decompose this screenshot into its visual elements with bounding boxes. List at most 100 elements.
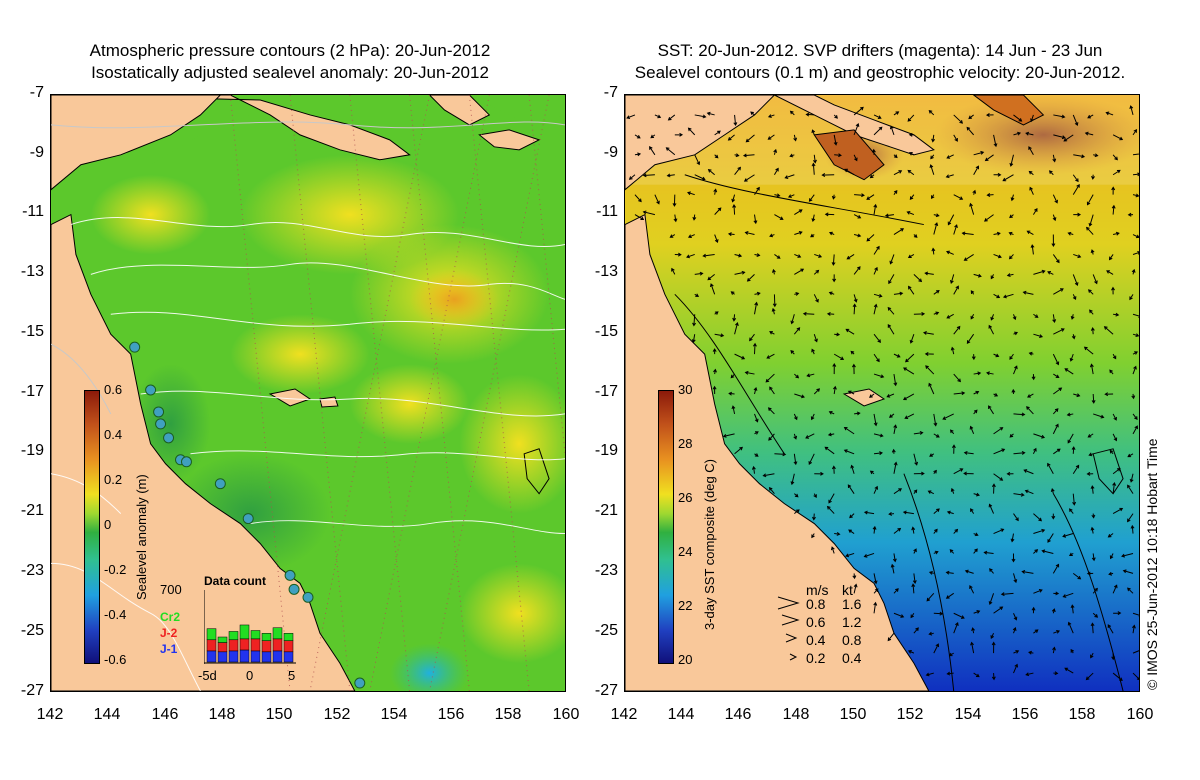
velocity-arrow [964, 569, 974, 574]
velocity-arrow [821, 173, 835, 177]
data-count-bar-cr2 [239, 624, 250, 640]
velocity-arrow [1013, 331, 1018, 336]
ytick: -23 [594, 562, 618, 579]
velocity-arrow [966, 333, 975, 344]
velocity-arrow [1072, 274, 1079, 287]
velocity-arrow [853, 154, 858, 162]
velocity-arrow [909, 334, 915, 344]
velocity-arrow [828, 291, 835, 296]
velocity-arrow [1053, 448, 1061, 455]
velocity-arrow [993, 353, 1000, 358]
velocity-arrow [774, 193, 781, 198]
velocity-arrow [1092, 587, 1098, 594]
velocity-arrow [1008, 231, 1014, 236]
velocity-arrow [893, 111, 900, 116]
cbar-tick: 30 [678, 382, 693, 397]
velocity-arrow [946, 154, 954, 159]
velocity-arrow [971, 354, 976, 361]
velocity-arrow [844, 168, 855, 176]
velocity-arrow [933, 222, 939, 235]
velocity-arrow [790, 350, 795, 355]
velocity-arrow [1090, 622, 1095, 634]
velocity-arrow [831, 194, 836, 200]
velocity-arrow [1047, 533, 1054, 543]
velocity-arrow [1127, 513, 1134, 523]
velocity-arrow [1071, 334, 1076, 340]
velocity-arrow [906, 211, 915, 216]
xtick: 150 [839, 706, 867, 723]
sst-map[interactable] [624, 94, 1140, 692]
velocity-arrow [873, 293, 883, 298]
velocity-arrow [1072, 174, 1079, 183]
velocity-arrow [973, 390, 980, 395]
velocity-arrow [1088, 214, 1094, 227]
velocity-arrow [1129, 294, 1134, 301]
velocity-arrow [754, 453, 759, 457]
velocity-arrow [913, 234, 918, 238]
velocity-arrow [1130, 524, 1135, 534]
velocity-arrow [731, 194, 736, 203]
sealevel-anomaly-map[interactable] [50, 94, 566, 692]
velocity-arrow [1090, 652, 1094, 659]
velocity-arrow [984, 154, 994, 162]
velocity-arrow [1085, 672, 1094, 681]
vel-ms: 0.8 [806, 596, 826, 612]
cbar-tick: 0.2 [104, 472, 123, 487]
vel-arrow-icon [788, 650, 798, 666]
velocity-arrow [889, 125, 895, 136]
vel-kt: 0.8 [842, 632, 862, 648]
velocity-arrow [1008, 254, 1014, 260]
velocity-arrow [773, 167, 779, 175]
velocity-arrow [893, 291, 904, 296]
data-count-bar-cr2 [283, 633, 294, 641]
velocity-arrow [933, 528, 938, 534]
data-count-bar-j2 [228, 639, 239, 652]
velocity-arrow [945, 570, 954, 575]
velocity-arrow [910, 612, 915, 619]
velocity-arrow [951, 444, 956, 454]
velocity-arrow [732, 314, 737, 322]
velocity-arrow [843, 426, 855, 435]
velocity-arrow [673, 214, 678, 223]
data-count-bar-j1 [250, 650, 261, 663]
velocity-arrow [751, 465, 756, 474]
velocity-arrow [768, 487, 775, 494]
velocity-arrow [1112, 413, 1117, 421]
velocity-arrow [933, 213, 940, 218]
velocity-arrow [1051, 234, 1056, 248]
velocity-arrow [753, 386, 758, 395]
velocity-arrow [742, 153, 755, 158]
velocity-arrow [993, 528, 1005, 534]
velocity-arrow [873, 373, 885, 379]
sst-colorbar-label: 3-day SST composite (deg C) [702, 459, 717, 630]
velocity-arrow [1000, 592, 1014, 597]
velocity-arrow [1052, 408, 1059, 415]
velocity-arrow [953, 224, 958, 235]
velocity-arrow [888, 511, 895, 516]
velocity-arrow [911, 526, 916, 534]
velocity-arrow [970, 314, 975, 320]
velocity-arrow [947, 214, 955, 226]
velocity-arrow [830, 546, 835, 554]
velocity-arrow [849, 513, 855, 519]
velocity-arrow [1132, 250, 1139, 255]
velocity-arrow [1073, 154, 1086, 159]
velocity-arrow [1072, 493, 1077, 506]
velocity-arrow [969, 202, 975, 215]
velocity-arrow [990, 274, 995, 280]
velocity-arrow [771, 307, 776, 315]
velocity-arrow [873, 126, 883, 136]
velocity-arrow [744, 370, 755, 375]
velocity-arrow [966, 126, 975, 136]
velocity-arrow [1112, 481, 1117, 494]
velocity-arrow [1090, 485, 1095, 494]
velocity-arrow [889, 254, 895, 265]
velocity-arrow [873, 266, 878, 275]
velocity-arrow [1132, 313, 1139, 318]
velocity-arrow [744, 231, 755, 236]
velocity-arrow [1028, 146, 1034, 156]
left-title-line2: Isostatically adjusted sealevel anomaly:… [91, 63, 489, 82]
velocity-arrow [1021, 569, 1034, 574]
data-count-bars [204, 590, 296, 664]
velocity-arrow [1009, 214, 1014, 219]
